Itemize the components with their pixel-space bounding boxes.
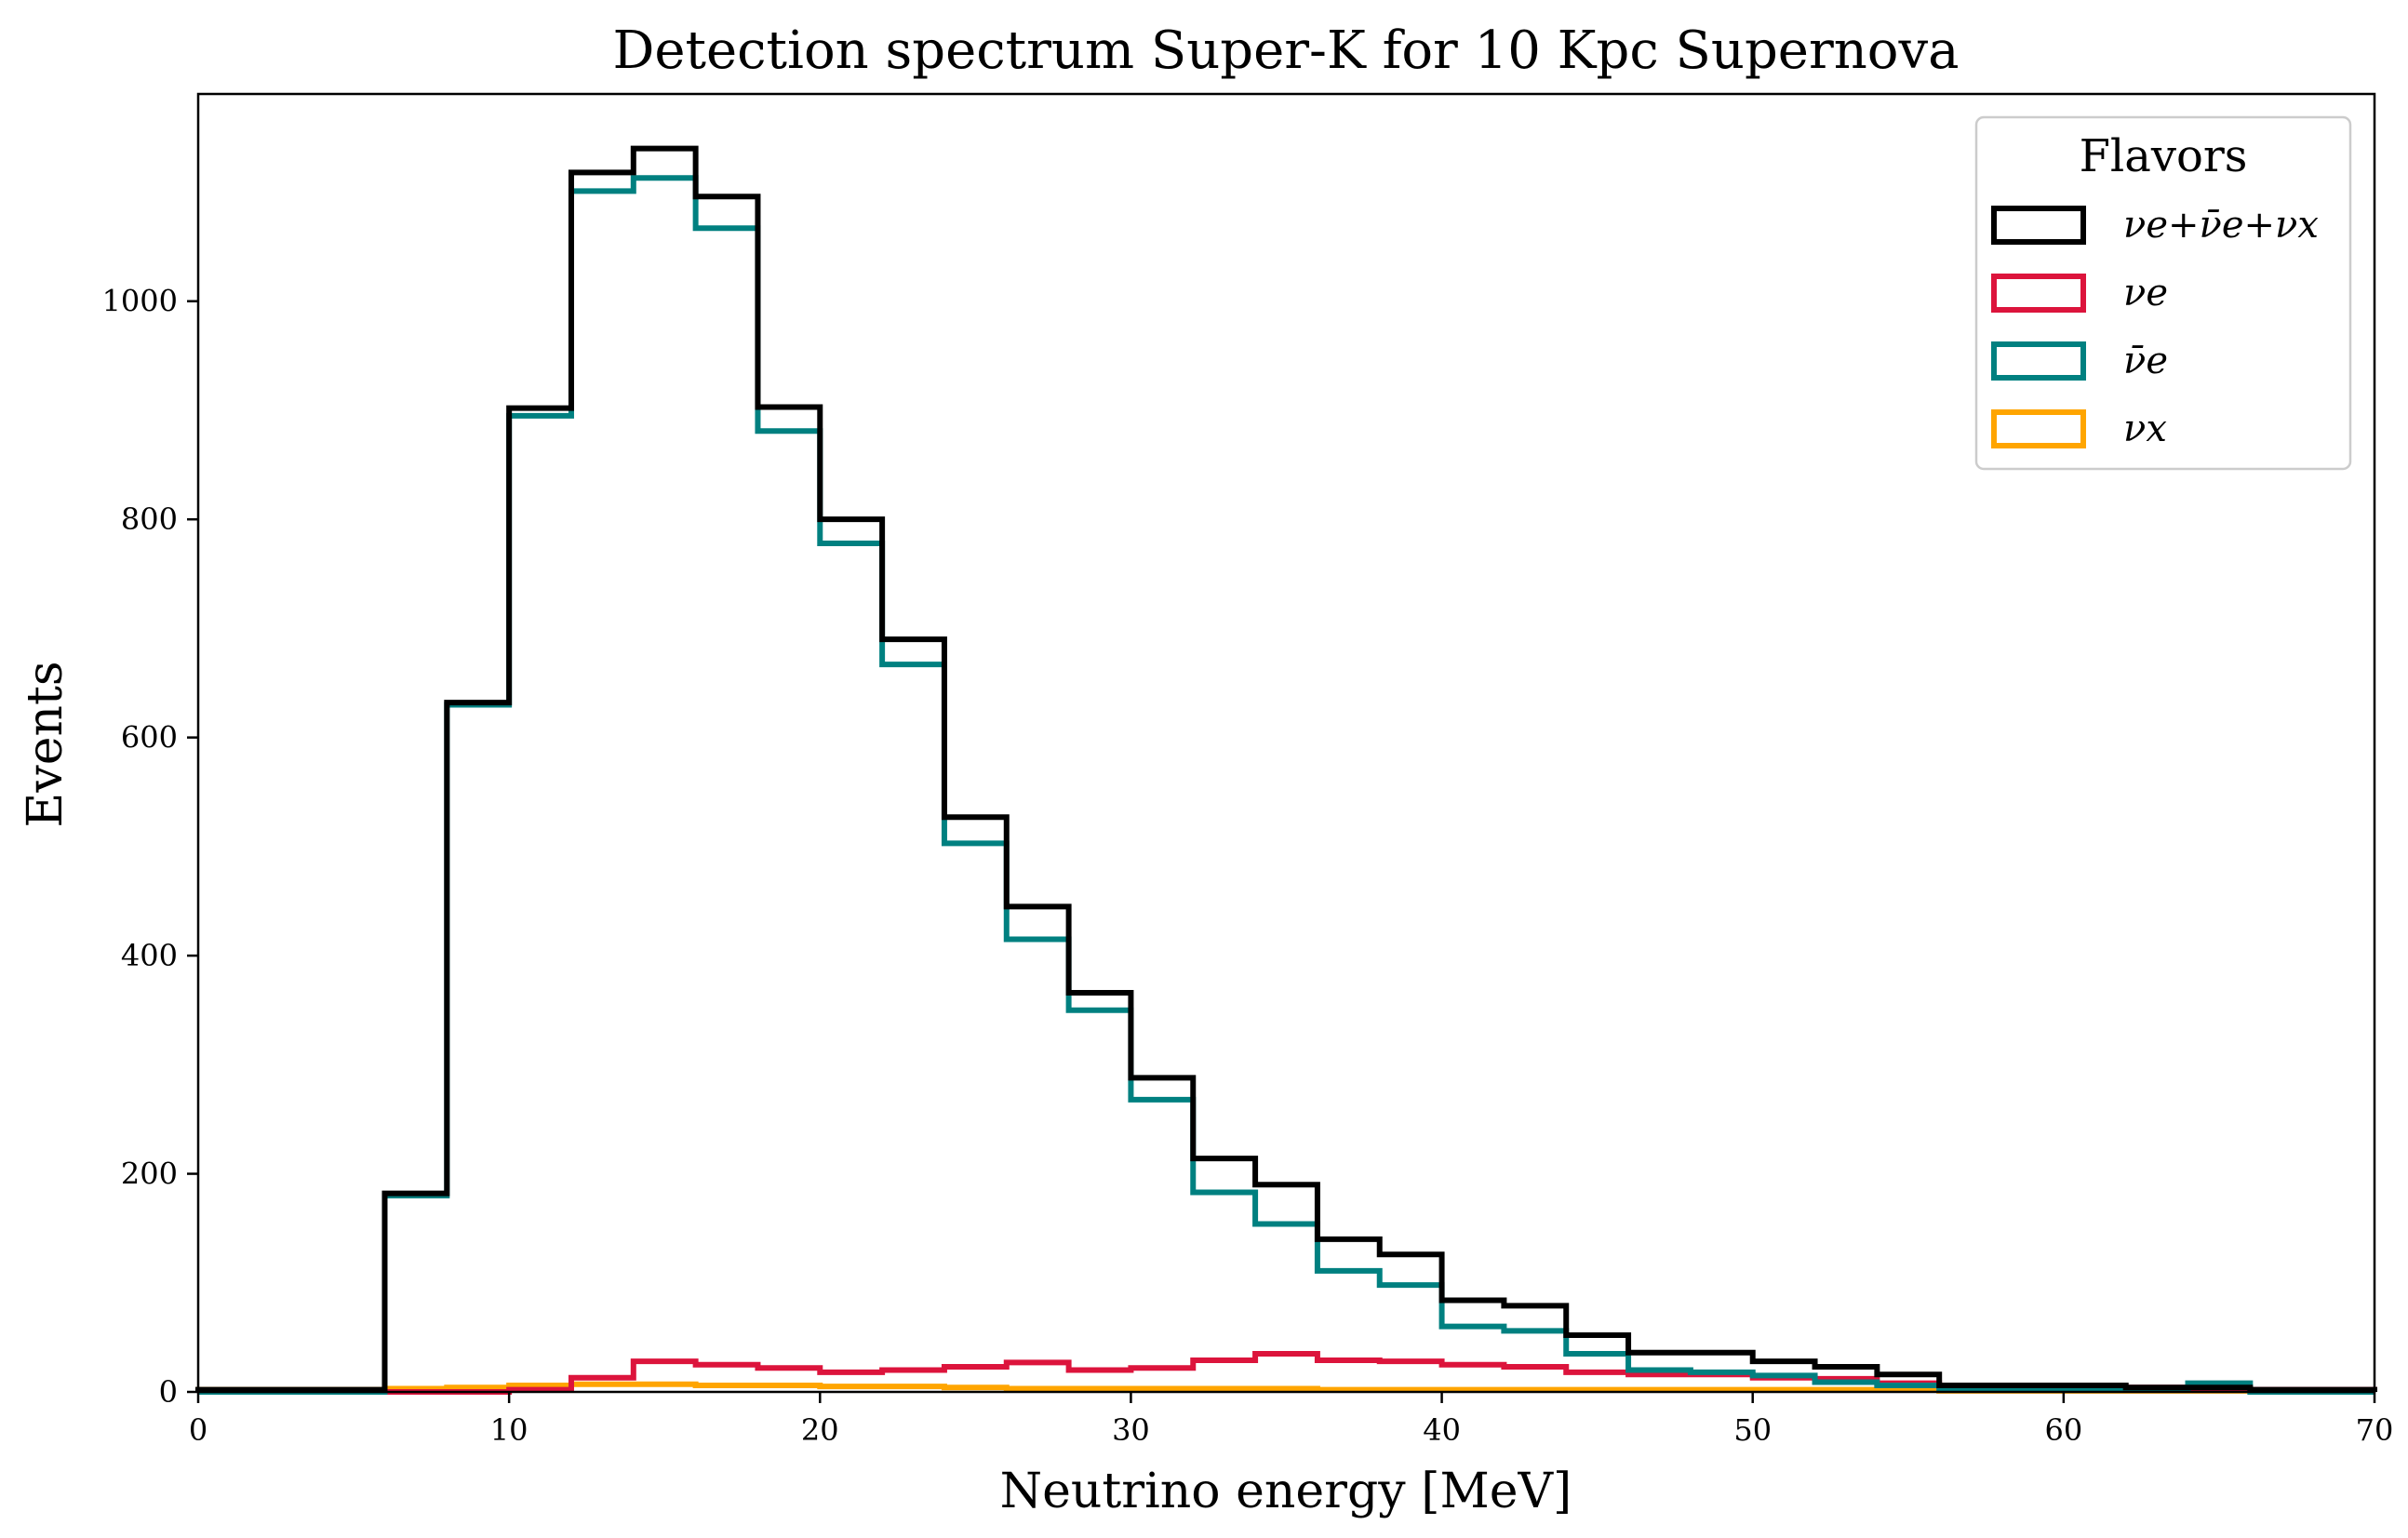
- y-axis-ticks: 0 200 400 600 800 1000: [102, 284, 198, 1410]
- x-axis-ticks: 0 10 20 30 40 50 60 70: [189, 1392, 2394, 1448]
- x-tick-label: 40: [1423, 1412, 1461, 1448]
- y-tick-label: 600: [121, 720, 178, 756]
- legend-item-nuebar: ν̄e: [1991, 340, 2168, 382]
- legend-swatch: [1991, 409, 2086, 448]
- x-tick-label: 30: [1112, 1412, 1150, 1448]
- x-tick-label: 20: [801, 1412, 839, 1448]
- legend: Flavors νe+ν̄e+νx νe ν̄e νx: [1974, 115, 2352, 471]
- x-tick-label: 70: [2356, 1412, 2394, 1448]
- x-tick-label: 50: [1733, 1412, 1772, 1448]
- x-tick-label: 60: [2044, 1412, 2082, 1448]
- series-line-nuebar: [198, 175, 2375, 1395]
- legend-swatch: [1991, 206, 2086, 245]
- x-tick-label: 0: [189, 1412, 207, 1448]
- chart-title: Detection spectrum Super-K for 10 Kpc Su…: [612, 20, 1959, 81]
- y-tick-label: 400: [121, 938, 178, 973]
- series-line-total: [195, 145, 2377, 1393]
- y-axis-label: Events: [18, 661, 74, 827]
- legend-label: νe+ν̄e+νx: [2123, 204, 2319, 247]
- legend-label: νx: [2123, 408, 2167, 450]
- x-tick-label: 10: [490, 1412, 528, 1448]
- legend-item-total: νe+ν̄e+νx: [1991, 204, 2319, 247]
- legend-box: [1974, 115, 2352, 471]
- y-tick-label: 0: [159, 1374, 178, 1410]
- x-axis-label: Neutrino energy [MeV]: [1000, 1464, 1572, 1519]
- legend-title: Flavors: [2080, 130, 2248, 182]
- legend-swatch: [1991, 341, 2086, 381]
- legend-swatch: [1991, 274, 2086, 313]
- legend-item-nux: νx: [1991, 408, 2167, 450]
- plot-frame: [196, 92, 2376, 1394]
- legend-item-nue: νe: [1991, 272, 2168, 314]
- y-tick-label: 1000: [102, 284, 178, 319]
- y-tick-label: 800: [121, 502, 178, 537]
- legend-label: νe: [2123, 272, 2168, 314]
- legend-label: ν̄e: [2123, 340, 2168, 382]
- y-tick-label: 200: [121, 1157, 178, 1192]
- legend-items: νe+ν̄e+νx νe ν̄e νx: [1991, 204, 2319, 450]
